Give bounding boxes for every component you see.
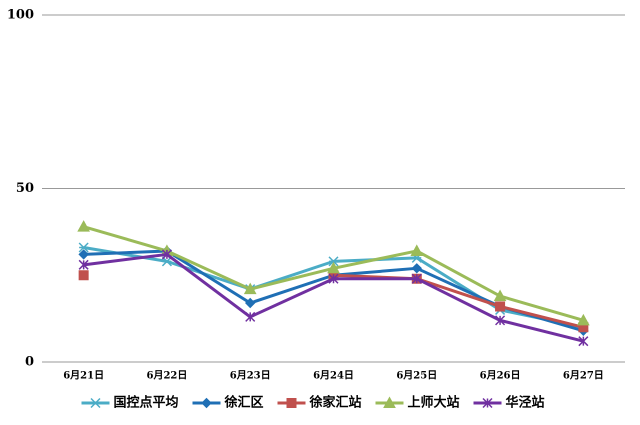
marker <box>578 336 589 347</box>
marker <box>327 261 340 274</box>
legend-marker <box>482 397 493 409</box>
marker <box>410 244 424 256</box>
y-tick-label: 50 <box>16 181 34 196</box>
marker <box>78 249 89 260</box>
marker <box>411 273 422 284</box>
marker <box>243 282 257 295</box>
y-tick-label: 0 <box>25 355 34 370</box>
marker <box>78 259 89 270</box>
marker <box>328 273 339 284</box>
marker <box>78 242 89 253</box>
legend-label: 上师大站 <box>408 395 460 411</box>
marker <box>495 301 506 312</box>
marker <box>245 297 256 309</box>
marker <box>328 256 339 267</box>
series-line <box>333 273 584 329</box>
x-tick-label: 6月26日 <box>480 370 521 382</box>
legend-marker <box>90 397 101 409</box>
x-tick-label: 6月25日 <box>396 370 437 382</box>
marker <box>495 315 506 326</box>
legend-marker <box>383 396 396 408</box>
y-tick-label: 100 <box>7 8 34 23</box>
legend-label: 徐汇区 <box>224 395 264 411</box>
marker <box>245 311 256 322</box>
marker <box>161 249 172 260</box>
marker <box>493 289 507 302</box>
marker <box>77 220 90 232</box>
legend-label: 徐家汇站 <box>309 395 362 411</box>
marker <box>577 313 590 326</box>
legend-marker <box>286 398 297 408</box>
marker <box>411 263 422 274</box>
x-tick-label: 6月24日 <box>313 370 354 382</box>
legend-label: 华泾站 <box>506 395 545 411</box>
x-tick-label: 6月27日 <box>563 370 604 382</box>
marker <box>78 270 89 281</box>
series-line <box>83 246 584 329</box>
x-tick-label: 6月21日 <box>63 370 104 382</box>
legend-marker <box>201 397 212 409</box>
x-tick-label: 6月23日 <box>230 370 271 382</box>
legend-label: 国控点平均 <box>114 395 179 411</box>
x-tick-label: 6月22日 <box>146 370 187 382</box>
